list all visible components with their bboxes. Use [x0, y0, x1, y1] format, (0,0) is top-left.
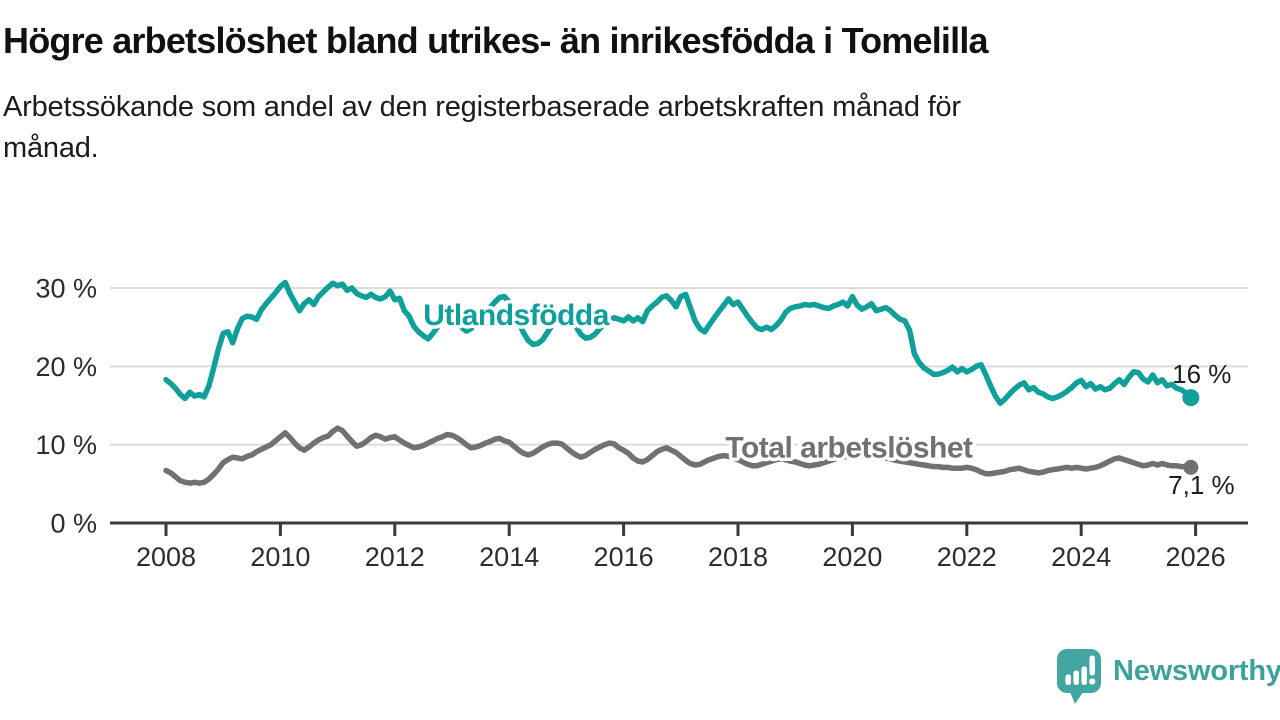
series-end-dot-total — [1183, 459, 1199, 475]
newsworthy-logo-icon — [1057, 649, 1101, 704]
x-tick-label-2014: 2014 — [479, 542, 539, 572]
x-tick-label-2020: 2020 — [822, 542, 882, 572]
y-tick-label-30: 30 % — [35, 273, 97, 303]
newsworthy-branding: Newsworthy — [1056, 648, 1280, 705]
series-line-utlandsfodda — [163, 279, 1194, 406]
x-tick-label-2022: 2022 — [937, 542, 997, 572]
x-tick-label-2008: 2008 — [136, 542, 196, 572]
x-tick-label-2018: 2018 — [708, 542, 768, 572]
chart-subtitle: Arbetssökande som andel av den registerb… — [3, 87, 1203, 168]
logo-bar-chart-glyph — [1065, 655, 1096, 685]
y-tick-label-10: 10 % — [35, 430, 97, 460]
series-label-total: Total arbetslöshet — [725, 432, 973, 465]
page-title: Högre arbetslöshet bland utrikes- än inr… — [3, 20, 989, 61]
x-tick-label-2026: 2026 — [1166, 542, 1226, 572]
chart-subtitle-line-1: Arbetssökande som andel av den registerb… — [3, 91, 961, 124]
series-line-total — [163, 425, 1194, 486]
end-value-label-total: 7,1 % — [1168, 470, 1235, 500]
series-label-halo-total: Total arbetslöshet — [725, 432, 973, 465]
x-tick-label-2016: 2016 — [594, 542, 654, 572]
x-tick-label-2010: 2010 — [250, 542, 310, 572]
chart-header: Högre arbetslöshet bland utrikes- än inr… — [3, 20, 1273, 169]
chart-subtitle-line-2: månad. — [3, 131, 99, 164]
end-value-label-utlandsfodda: 16 % — [1172, 359, 1231, 389]
series-label-utlandsfodda: Utlandsfödda — [423, 299, 609, 332]
y-tick-label-0: 0 % — [50, 508, 97, 538]
newsworthy-logo-text: Newsworthy — [1113, 655, 1280, 687]
series-label-halo-utlandsfodda: Utlandsfödda — [423, 299, 609, 332]
series-end-dot-utlandsfodda — [1182, 389, 1200, 407]
x-tick-label-2024: 2024 — [1051, 542, 1111, 572]
y-tick-label-20: 20 % — [35, 352, 97, 382]
x-tick-label-2012: 2012 — [365, 542, 425, 572]
